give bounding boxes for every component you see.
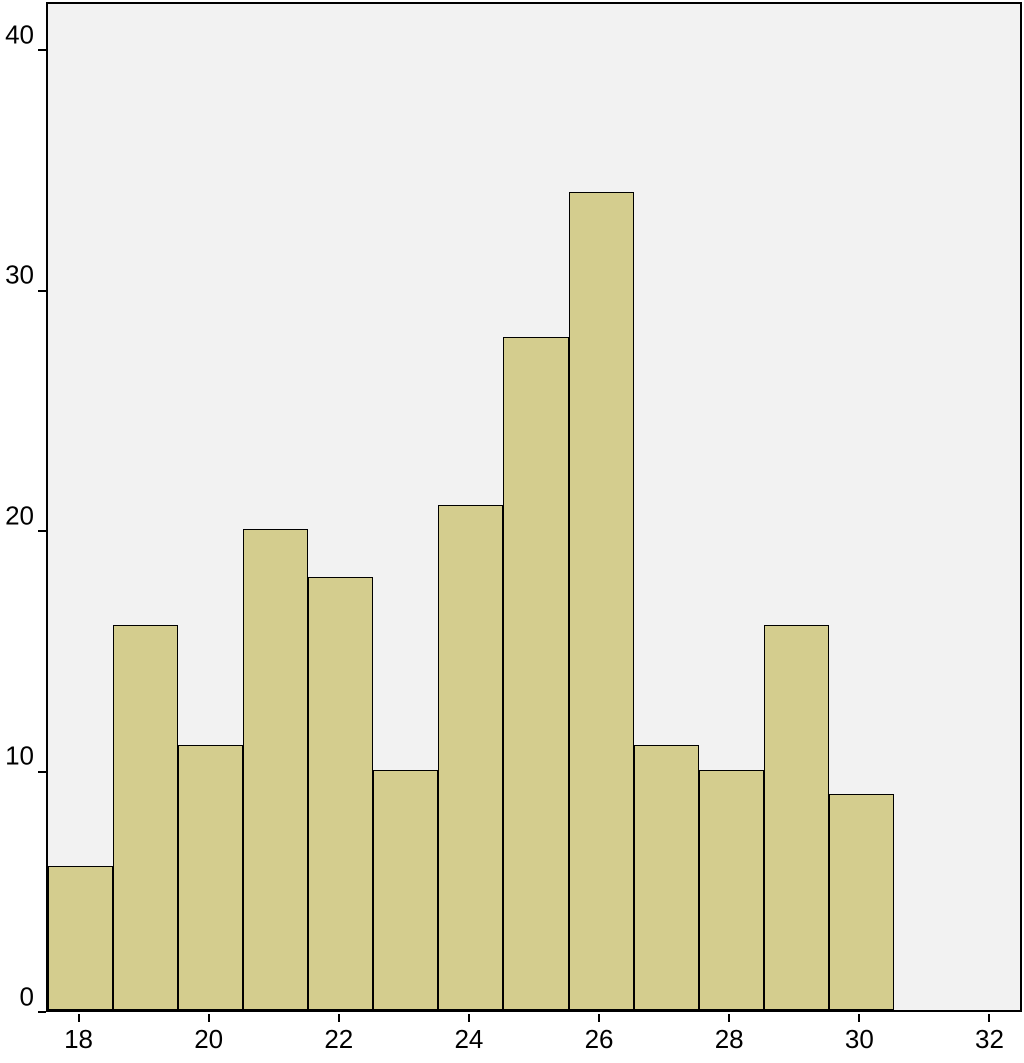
x-tick-mark bbox=[468, 1014, 470, 1022]
x-tick-mark bbox=[208, 1014, 210, 1022]
y-tick-label: 40 bbox=[5, 19, 34, 50]
y-tick-mark bbox=[38, 290, 46, 292]
x-tick-mark bbox=[728, 1014, 730, 1022]
histogram-bar bbox=[48, 866, 113, 1010]
x-tick-label: 26 bbox=[585, 1024, 614, 1055]
histogram-bar bbox=[829, 794, 894, 1010]
histogram-bar bbox=[243, 529, 308, 1010]
histogram-bar bbox=[764, 625, 829, 1010]
y-tick-label: 10 bbox=[5, 741, 34, 772]
x-tick-mark bbox=[988, 1014, 990, 1022]
histogram-chart: 0 10 20 30 40 18 20 22 24 26 28 30 32 bbox=[0, 0, 1024, 1063]
histogram-bar bbox=[634, 745, 699, 1010]
x-tick-label: 18 bbox=[64, 1024, 93, 1055]
y-tick-label: 30 bbox=[5, 260, 34, 291]
x-tick-mark bbox=[858, 1014, 860, 1022]
plot-area bbox=[46, 2, 1022, 1012]
x-tick-label: 22 bbox=[324, 1024, 353, 1055]
y-tick-label: 0 bbox=[20, 981, 34, 1012]
histogram-bar bbox=[438, 505, 503, 1010]
y-tick-mark bbox=[38, 1011, 46, 1013]
histogram-bar bbox=[699, 770, 764, 1010]
histogram-bar bbox=[503, 337, 568, 1010]
x-tick-label: 28 bbox=[715, 1024, 744, 1055]
x-tick-label: 20 bbox=[194, 1024, 223, 1055]
y-tick-mark bbox=[38, 49, 46, 51]
x-tick-mark bbox=[78, 1014, 80, 1022]
y-tick-mark bbox=[38, 771, 46, 773]
histogram-bar bbox=[308, 577, 373, 1010]
histogram-bar bbox=[373, 770, 438, 1010]
x-tick-label: 30 bbox=[845, 1024, 874, 1055]
histogram-bar bbox=[113, 625, 178, 1010]
x-tick-label: 24 bbox=[454, 1024, 483, 1055]
y-tick-label: 20 bbox=[5, 500, 34, 531]
histogram-bar bbox=[178, 745, 243, 1010]
x-tick-mark bbox=[338, 1014, 340, 1022]
histogram-bar bbox=[569, 192, 634, 1010]
y-tick-mark bbox=[38, 530, 46, 532]
x-tick-mark bbox=[598, 1014, 600, 1022]
x-tick-label: 32 bbox=[975, 1024, 1004, 1055]
